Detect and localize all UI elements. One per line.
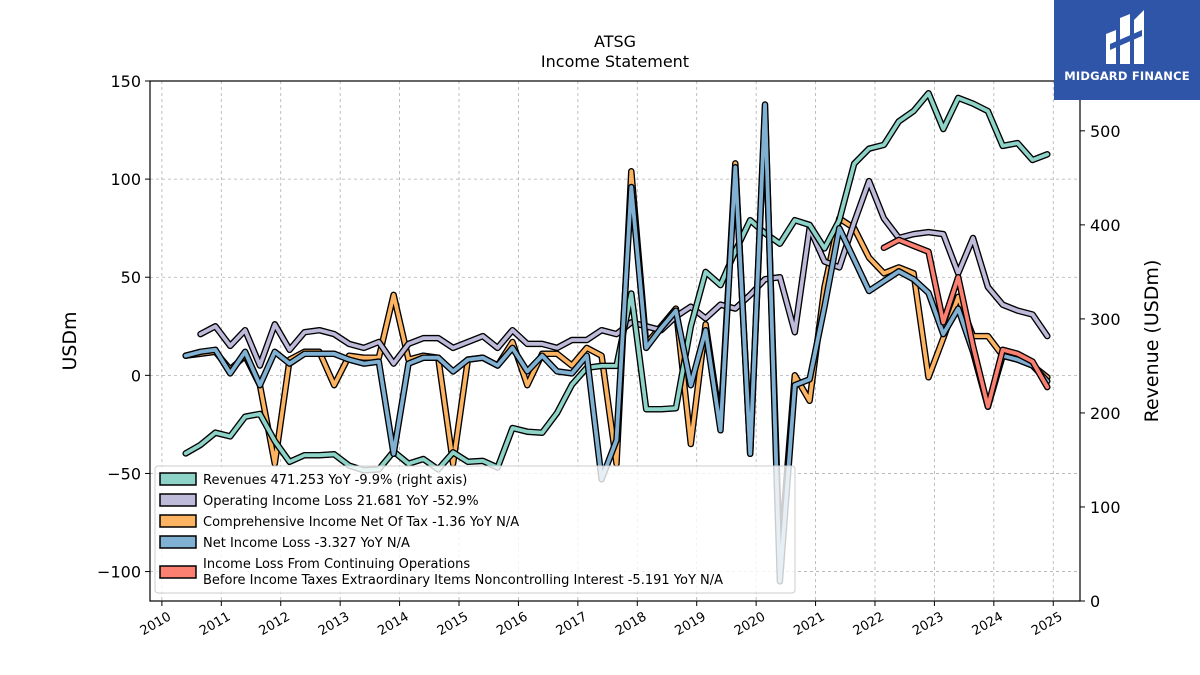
x-tick-label: 2017 [554,609,590,639]
x-tick-label: 2010 [138,609,174,639]
x-tick-label: 2015 [435,609,471,639]
right-axis-ticks: 0 100 200 300 400 500 [1080,122,1121,611]
chart-title: ATSG [594,32,636,51]
y-tick-label: 150 [110,72,141,91]
x-tick-label: 2014 [375,609,411,639]
y2-tick-label: 100 [1090,498,1121,517]
y2-tick-label: 400 [1090,216,1121,235]
series-line-comprehensive-income-net-of-tax [183,108,1050,564]
y2-tick-label: 0 [1090,592,1100,611]
y2-tick-label: 300 [1090,310,1121,329]
x-tick-label: 2023 [910,609,946,639]
brand-logo: MIDGARD FINANCE [1054,0,1200,100]
series-line-revenues [183,91,1050,473]
x-tick-label: 2022 [851,609,887,639]
legend-label-net-income: Net Income Loss -3.327 YoY N/A [203,536,410,551]
y-axis-label: USDm [59,311,81,370]
legend: Revenues 471.253 YoY -9.9% (right axis) … [154,465,796,594]
legend-box [154,465,796,594]
x-axis-ticks: 2010 2011 2012 2013 2014 2015 2016 2017 2018 2019… [138,601,1065,639]
x-tick-label: 2020 [732,609,768,639]
x-tick-label: 2019 [673,609,709,639]
x-tick-label: 2011 [197,609,233,639]
brand-mark-icon [1106,10,1144,64]
x-tick-label: 2021 [791,609,827,639]
x-tick-label: 2025 [1029,609,1065,639]
y-tick-label: 100 [110,170,141,189]
y2-axis-label: Revenue (USDm) [1141,260,1163,423]
legend-swatch-comprehensive-income [159,514,197,528]
y-tick-label: 0 [131,366,141,385]
chart-subtitle: Income Statement [541,52,689,71]
legend-label-pretax-income-line2: Before Income Taxes Extraordinary Items … [203,573,723,588]
y2-tick-label: 200 [1090,404,1121,423]
legend-swatch-pretax-income [159,565,197,579]
plot-frame [149,80,1081,602]
x-tick-label: 2018 [613,609,649,639]
y-tick-label: −50 [107,464,141,483]
x-tick-label: 2012 [257,609,293,639]
brand-name: MIDGARD FINANCE [1064,69,1190,83]
series-outline-income-loss-from-continuing-operations-b [880,236,1051,410]
legend-label-comprehensive-income: Comprehensive Income Net Of Tax -1.36 Yo… [203,515,519,530]
y2-tick-label: 500 [1090,122,1121,141]
legend-label-operating-income: Operating Income Loss 21.681 YoY -52.9% [203,494,479,509]
x-tick-label: 2013 [316,609,352,639]
series-line-net-income-loss [183,102,1050,584]
series-line-income-loss-from-continuing-operations-b [882,237,1050,409]
legend-swatch-net-income [159,535,197,549]
legend-label-revenues: Revenues 471.253 YoY -9.9% (right axis) [203,473,467,488]
plot-lines [182,89,1051,585]
x-tick-label: 2024 [970,609,1006,639]
legend-label-pretax-income-line1: Income Loss From Continuing Operations [203,557,470,572]
legend-swatch-revenues [159,472,197,486]
left-axis-ticks: −100 −50 0 50 100 150 [97,72,150,582]
y-tick-label: −100 [97,563,141,582]
legend-swatch-operating-income [159,493,197,507]
x-tick-label: 2016 [494,609,530,639]
y-tick-label: 50 [121,268,141,287]
